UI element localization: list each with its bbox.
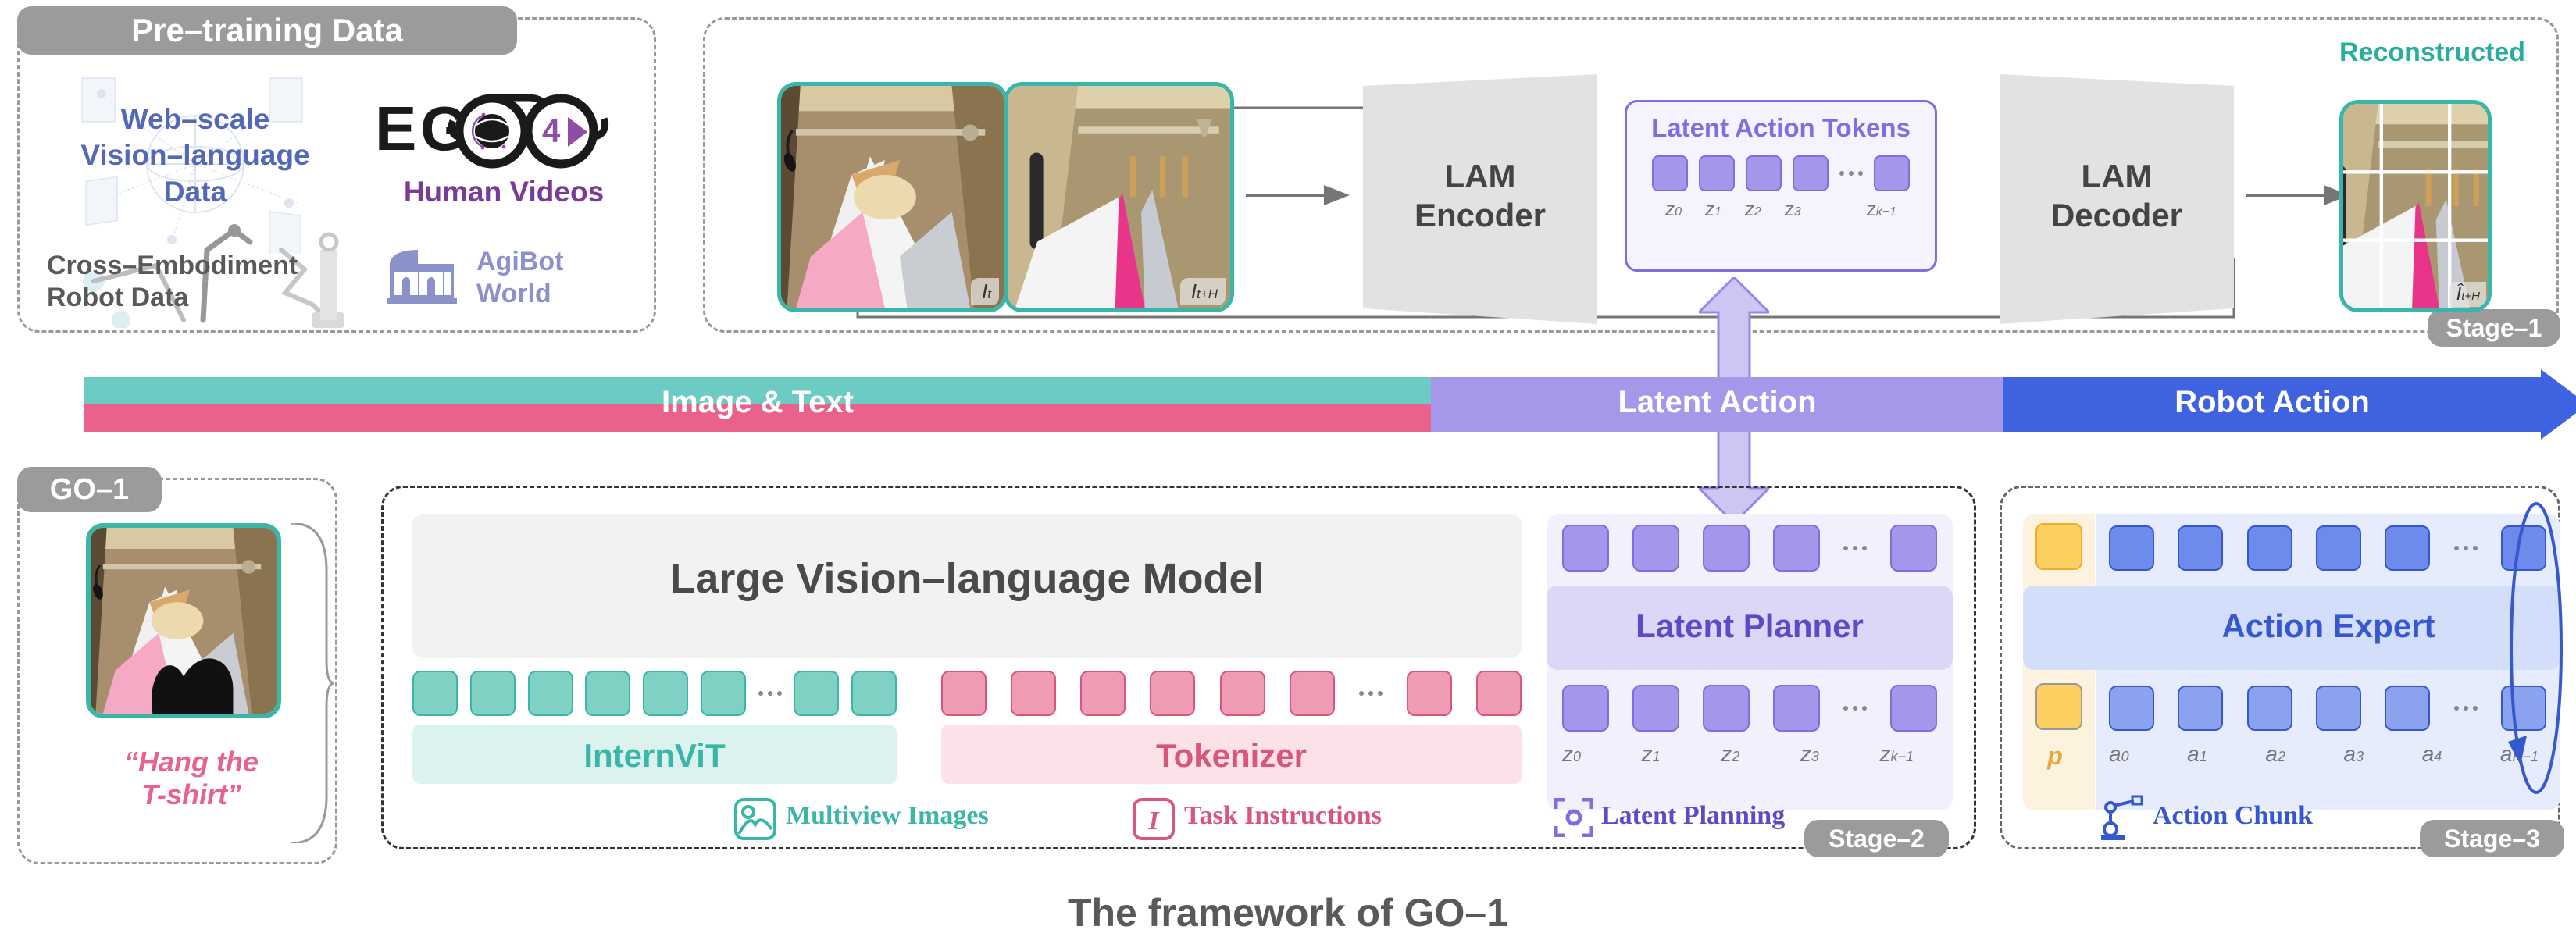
svg-text:LAM: LAM	[1445, 158, 1516, 194]
svg-text:E: E	[375, 94, 416, 163]
svg-text:I: I	[1147, 807, 1160, 835]
svg-text:Decoder: Decoder	[2051, 197, 2182, 233]
svg-text:LAM: LAM	[2082, 158, 2153, 194]
svg-text:4: 4	[542, 112, 561, 149]
svg-text:Encoder: Encoder	[1415, 197, 1546, 233]
